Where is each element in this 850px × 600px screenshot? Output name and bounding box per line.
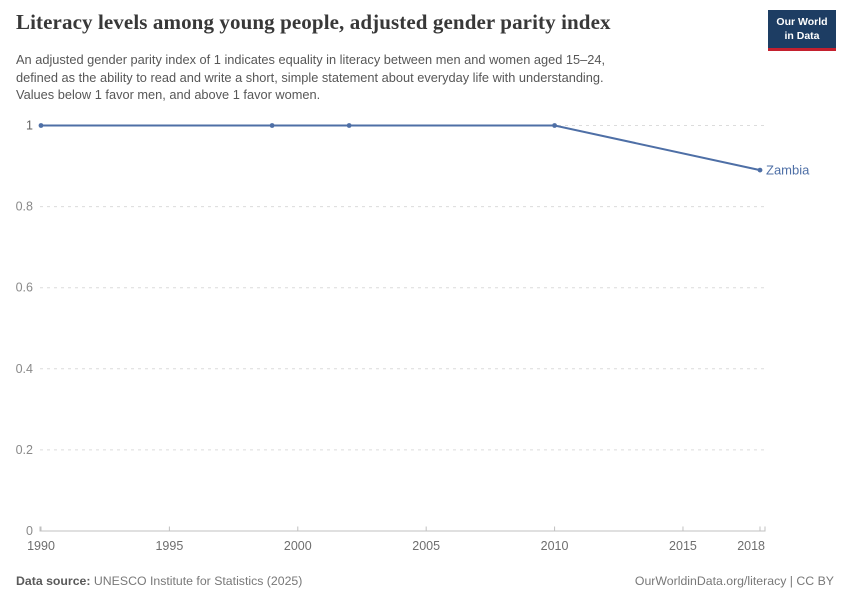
x-tick-label: 2010: [541, 539, 569, 553]
x-tick-label: 2000: [284, 539, 312, 553]
subtitle-line-1: An adjusted gender parity index of 1 ind…: [16, 52, 606, 67]
y-tick-label: 0.8: [16, 200, 33, 214]
data-source-note: Data source: UNESCO Institute for Statis…: [16, 574, 302, 588]
x-tick-label: 2005: [412, 539, 440, 553]
data-point[interactable]: [38, 123, 44, 128]
chart-footer: Data source: UNESCO Institute for Statis…: [16, 574, 834, 588]
data-point[interactable]: [757, 167, 763, 173]
y-tick-label: 0: [26, 524, 33, 538]
x-tick-label: 1995: [155, 539, 183, 553]
y-tick-label: 0.6: [16, 281, 33, 295]
license-link[interactable]: OurWorldinData.org/literacy | CC BY: [634, 574, 834, 588]
subtitle-line-3: Values below 1 favor men, and above 1 fa…: [16, 87, 321, 102]
owid-logo-box: Our World in Data: [768, 10, 836, 52]
x-axis-line: [39, 526, 766, 532]
chart-header: Literacy levels among young people, adju…: [16, 10, 836, 52]
series-label-zambia[interactable]: Zambia: [766, 163, 810, 178]
y-tick-label: 0.4: [16, 362, 33, 376]
data-point[interactable]: [346, 123, 352, 128]
y-tick-label: 0.2: [16, 443, 33, 457]
x-tick-label: 2015: [669, 539, 697, 553]
owid-logo[interactable]: Our World in Data: [768, 10, 836, 52]
data-point[interactable]: [552, 123, 557, 128]
data-source-label: Data source:: [16, 574, 91, 588]
x-tick-label: 2018: [737, 539, 765, 553]
data-point[interactable]: [269, 123, 275, 128]
data-source-value: UNESCO Institute for Statistics (2025): [90, 574, 303, 588]
chart-subtitle: An adjusted gender parity index of 1 ind…: [16, 51, 716, 104]
owid-logo-line2: in Data: [784, 29, 820, 42]
series-line-zambia[interactable]: [40, 124, 761, 172]
y-tick-label: 1: [26, 119, 33, 133]
page-title: Literacy levels among young people, adju…: [16, 10, 611, 34]
owid-logo-line1: Our World: [776, 16, 828, 28]
x-tick-label: 1990: [27, 539, 55, 553]
subtitle-line-2: defined as the ability to read and write…: [16, 69, 604, 85]
chart-area: 0 0.2 0.4 0.6 0.8 1 1990 1995 2000 2005 2010 2015 20…: [0, 105, 850, 565]
line-chart-canvas[interactable]: 0 0.2 0.4 0.6 0.8 1 1990 1995 2000 2005 2010 2015 20…: [0, 105, 850, 560]
